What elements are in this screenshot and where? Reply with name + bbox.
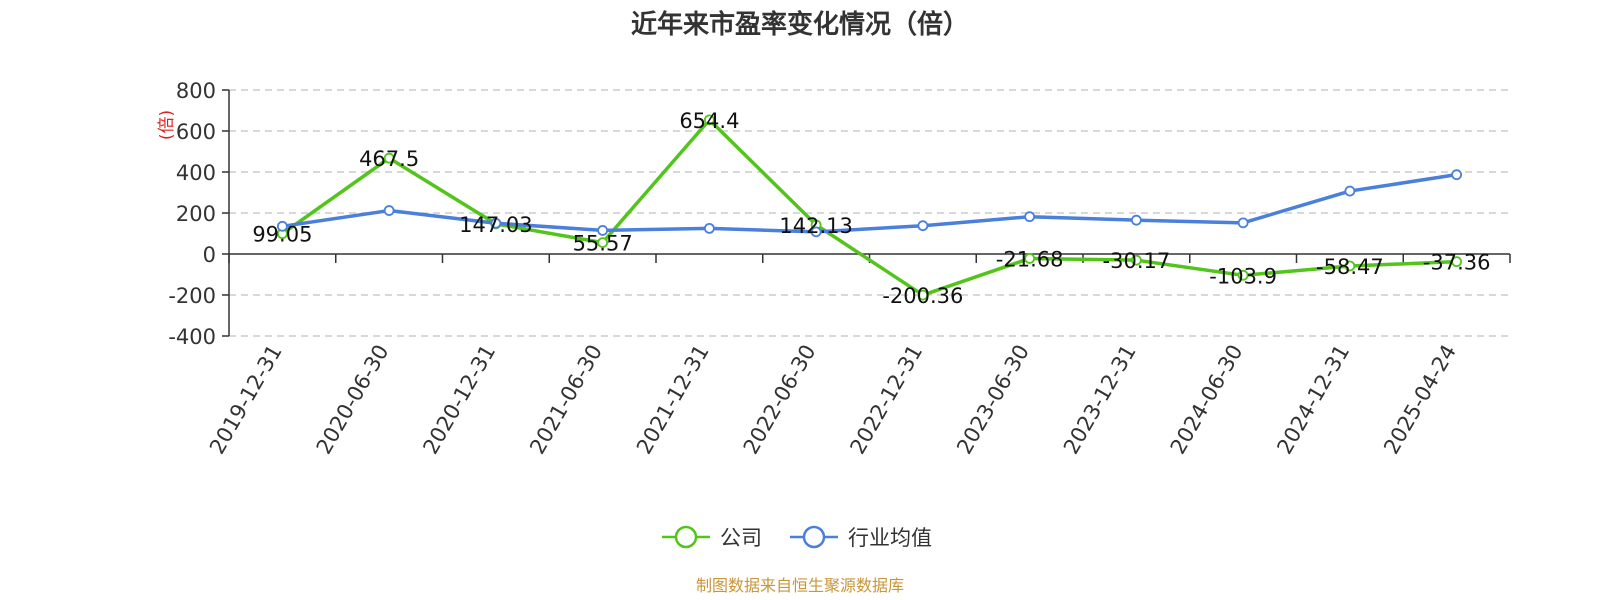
series-company	[276, 114, 1463, 301]
x-tick-label: 2022-12-31	[845, 341, 927, 459]
data-label: -103.9	[1209, 264, 1277, 288]
data-point	[1451, 256, 1463, 268]
data-point	[1024, 211, 1036, 223]
data-point	[810, 226, 822, 238]
data-label: 654.4	[679, 109, 739, 133]
x-tick-label: 2023-12-31	[1059, 341, 1141, 459]
legend-label: 行业均值	[848, 526, 932, 550]
data-point	[1237, 217, 1249, 229]
y-tick-label: 200	[176, 202, 216, 226]
y-tick-label: 400	[176, 161, 216, 185]
y-tick-label: 800	[176, 79, 216, 103]
data-point	[1130, 214, 1142, 226]
data-point	[703, 222, 715, 234]
data-label: -37.36	[1423, 251, 1491, 275]
data-label: 55.57	[573, 232, 633, 256]
x-tick-label: 2025-04-24	[1379, 341, 1461, 459]
data-label: -30.17	[1103, 249, 1171, 273]
data-labels: 99.05 467.5 147.03 55.57 654.4 142.13 -200.36 -…	[252, 109, 1490, 308]
data-point	[276, 220, 288, 232]
data-point	[1237, 269, 1249, 281]
x-tick-label: 2021-12-31	[632, 341, 714, 459]
data-label: -58.47	[1316, 255, 1384, 279]
data-point	[597, 237, 609, 249]
data-point	[1024, 253, 1036, 264]
x-tick-label: 2024-12-31	[1272, 341, 1354, 459]
data-label: -21.68	[996, 247, 1064, 271]
data-point	[1130, 254, 1142, 266]
data-label: 99.05	[252, 223, 312, 247]
data-label: 467.5	[359, 147, 419, 171]
y-axis-unit-label: (倍)	[157, 110, 177, 140]
series-line	[281, 118, 1457, 297]
legend-marker-icon	[674, 525, 698, 549]
y-tick-label: -400	[168, 325, 216, 349]
y-tick-label: -200	[168, 284, 216, 308]
data-label: -200.36	[882, 284, 963, 308]
data-point	[383, 152, 395, 164]
data-point	[383, 205, 395, 216]
x-tick-label: 2021-06-30	[525, 341, 607, 459]
data-source-note: 制图数据来自恒生聚源数据库	[696, 576, 904, 595]
x-tick-label: 2020-12-31	[418, 341, 500, 459]
legend-marker-icon	[802, 525, 826, 549]
data-point	[1451, 169, 1463, 181]
legend-item-industry-average[interactable]: 行业均值	[790, 525, 932, 550]
data-point	[917, 289, 929, 301]
data-point	[1344, 260, 1356, 272]
data-point	[490, 217, 502, 229]
x-tick-label: 2023-06-30	[952, 341, 1034, 459]
series-industry-average	[276, 169, 1463, 238]
legend[interactable]: 公司 行业均值	[662, 525, 932, 550]
data-point	[703, 114, 715, 126]
data-point	[597, 225, 609, 236]
x-tick-label: 2024-06-30	[1166, 341, 1248, 459]
legend-label: 公司	[720, 526, 762, 550]
data-label: 142.13	[779, 214, 852, 238]
x-tick-label: 2019-12-31	[205, 341, 287, 459]
y-tick-label: 0	[203, 243, 216, 267]
x-tick-label: 2022-06-30	[739, 341, 821, 459]
data-point	[1344, 185, 1356, 197]
data-point	[917, 220, 929, 232]
chart-title: 近年来市盈率变化情况（倍）	[631, 9, 969, 40]
legend-item-company[interactable]: 公司	[662, 525, 762, 550]
x-tick-label: 2020-06-30	[312, 341, 394, 459]
series-line	[282, 172, 1457, 234]
data-label: 147.03	[459, 213, 532, 237]
y-tick-label: 600	[176, 120, 216, 144]
gridlines	[229, 89, 1510, 337]
series-lines	[276, 114, 1463, 301]
